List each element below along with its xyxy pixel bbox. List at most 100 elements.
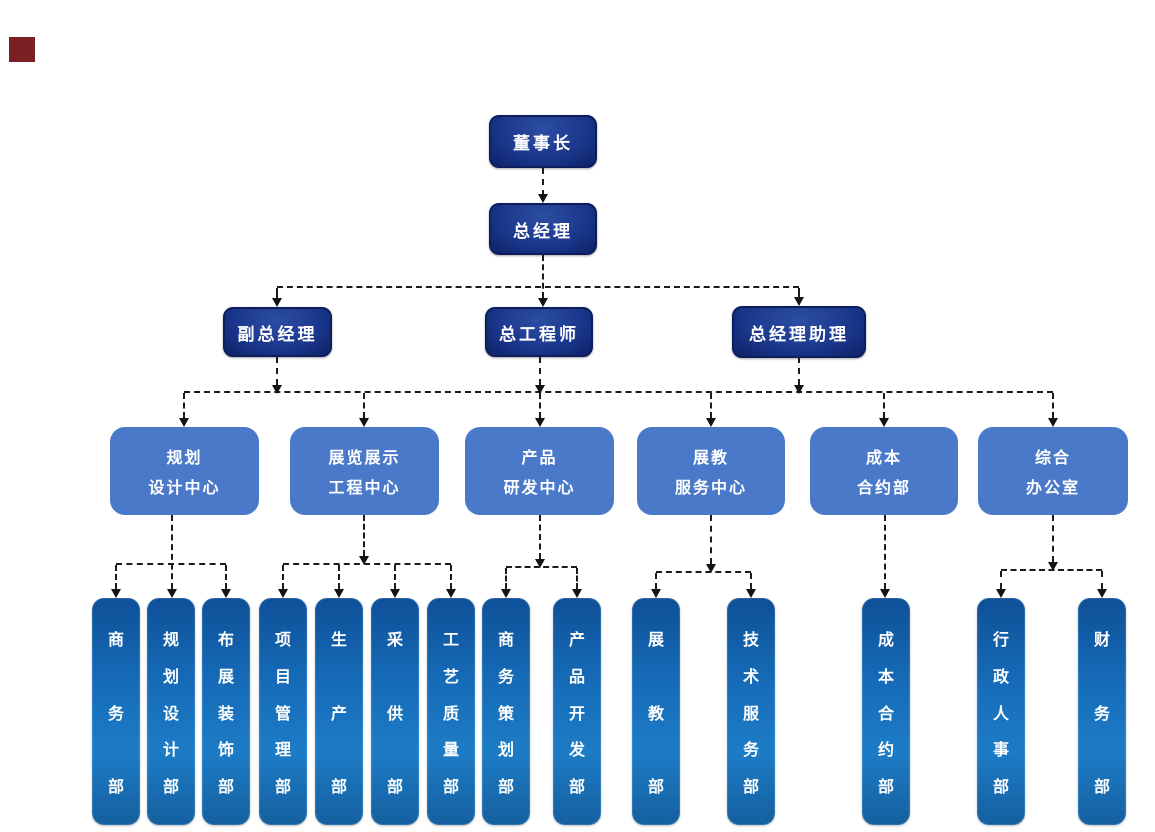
node-label-char: 财 bbox=[1093, 630, 1110, 649]
node-label-char: 供 bbox=[386, 703, 403, 723]
node-label-line: 产品 bbox=[521, 448, 558, 467]
node-label-char: 政 bbox=[992, 666, 1009, 686]
connector-line bbox=[505, 568, 507, 589]
node-label-char: 商 bbox=[497, 630, 514, 649]
connector-arrow bbox=[879, 418, 889, 427]
node-label-char: 理 bbox=[274, 740, 291, 760]
node-finance-dept: 财务部 bbox=[1078, 598, 1126, 825]
connector-line bbox=[363, 515, 365, 556]
node-production-dept: 生产部 bbox=[315, 598, 363, 825]
node-label-line: 服务中心 bbox=[674, 478, 747, 497]
node-label-char: 装 bbox=[217, 703, 234, 723]
connector-arrow bbox=[1048, 562, 1058, 571]
connector-arrow bbox=[538, 298, 548, 307]
connector-arrow bbox=[167, 589, 177, 598]
connector-line bbox=[394, 565, 396, 589]
node-cost-contract-dept: 成本 合约部 bbox=[810, 427, 958, 515]
node-label-char: 部 bbox=[107, 777, 124, 796]
connector-line bbox=[542, 168, 544, 196]
connector-arrow bbox=[706, 564, 716, 573]
node-label-char: 项 bbox=[274, 630, 291, 649]
node-label-line: 研发中心 bbox=[503, 478, 576, 497]
node-label-line: 成本 bbox=[865, 448, 902, 467]
node-label-line: 展教 bbox=[692, 448, 729, 467]
connector-line bbox=[884, 515, 886, 589]
node-gm-assistant: 总经理助理 bbox=[732, 306, 866, 358]
node-exhibition-education-service-center: 展教 服务中心 bbox=[637, 427, 785, 515]
connector-arrow bbox=[794, 385, 804, 394]
node-label-char: 布 bbox=[217, 630, 234, 649]
connector-line bbox=[539, 357, 541, 385]
connector-line bbox=[576, 568, 578, 589]
node-label-char: 部 bbox=[1093, 777, 1110, 796]
node-label-char: 采 bbox=[386, 630, 403, 649]
connector-arrow bbox=[390, 589, 400, 598]
connector-line bbox=[539, 515, 541, 559]
node-business-planning-dept: 商务策划部 bbox=[482, 598, 530, 825]
connector-line bbox=[276, 288, 278, 299]
connector-line bbox=[656, 571, 751, 573]
node-business-dept: 商务部 bbox=[92, 598, 140, 825]
connector-arrow bbox=[535, 418, 545, 427]
node-label-char: 目 bbox=[274, 666, 291, 686]
connector-line bbox=[539, 393, 541, 418]
node-label-char: 合 bbox=[877, 703, 894, 723]
node-deputy-gm: 副总经理 bbox=[223, 307, 332, 357]
node-admin-hr-dept: 行政人事部 bbox=[977, 598, 1025, 825]
node-label-char: 务 bbox=[1093, 703, 1110, 723]
node-label-char: 成 bbox=[877, 630, 894, 649]
connector-line bbox=[171, 515, 173, 589]
connector-arrow bbox=[334, 589, 344, 598]
node-label-char: 部 bbox=[742, 777, 759, 796]
connector-line bbox=[750, 573, 752, 589]
node-chief-engineer: 总工程师 bbox=[485, 307, 593, 357]
node-label-line: 展览展示 bbox=[328, 448, 401, 467]
connector-line bbox=[542, 255, 544, 298]
node-label-line: 工程中心 bbox=[328, 478, 401, 497]
node-planning-design-center: 规划 设计中心 bbox=[110, 427, 259, 515]
connector-arrow bbox=[359, 556, 369, 565]
connector-line bbox=[450, 565, 452, 589]
node-label-char: 设 bbox=[162, 703, 179, 723]
connector-line bbox=[183, 393, 185, 418]
connector-line bbox=[115, 565, 117, 589]
node-label-char: 划 bbox=[497, 740, 514, 760]
node-label-char: 技 bbox=[742, 630, 759, 649]
connector-line bbox=[184, 391, 1053, 393]
connector-arrow bbox=[272, 385, 282, 394]
node-label-char: 饰 bbox=[217, 740, 234, 760]
node-procurement-supply-dept: 采供部 bbox=[371, 598, 419, 825]
connector-line bbox=[283, 563, 451, 565]
node-label-char: 部 bbox=[386, 777, 403, 796]
node-exhibition-education-dept: 展教部 bbox=[632, 598, 680, 825]
connector-arrow bbox=[996, 589, 1006, 598]
node-process-quality-dept: 工艺质量部 bbox=[427, 598, 475, 825]
node-label-char: 展 bbox=[217, 666, 234, 686]
corner-marker bbox=[9, 37, 35, 62]
node-label-char: 部 bbox=[162, 777, 179, 796]
node-label-char: 部 bbox=[497, 777, 514, 796]
node-label-char: 部 bbox=[647, 777, 664, 796]
connector-line bbox=[798, 357, 800, 385]
node-label-char: 质 bbox=[442, 703, 459, 723]
node-label-char: 发 bbox=[568, 740, 585, 760]
node-label-char: 计 bbox=[162, 740, 179, 760]
node-label-char: 划 bbox=[162, 666, 179, 686]
connector-arrow bbox=[221, 589, 231, 598]
node-label-char: 本 bbox=[877, 666, 894, 686]
connector-line bbox=[1001, 569, 1102, 571]
connector-arrow bbox=[535, 385, 545, 394]
connector-arrow bbox=[272, 298, 282, 307]
node-label-char: 量 bbox=[442, 740, 459, 760]
node-label-char: 服 bbox=[742, 703, 759, 723]
node-label-char: 行 bbox=[992, 630, 1009, 649]
node-label-line: 设计中心 bbox=[148, 478, 221, 497]
connector-arrow bbox=[535, 559, 545, 568]
connector-line bbox=[277, 286, 799, 288]
node-label-char: 商 bbox=[107, 630, 124, 649]
connector-arrow bbox=[179, 418, 189, 427]
node-planning-design-dept: 规划设计部 bbox=[147, 598, 195, 825]
connector-arrow bbox=[572, 589, 582, 598]
node-exhibition-engineering-center: 展览展示 工程中心 bbox=[290, 427, 439, 515]
connector-arrow bbox=[278, 589, 288, 598]
